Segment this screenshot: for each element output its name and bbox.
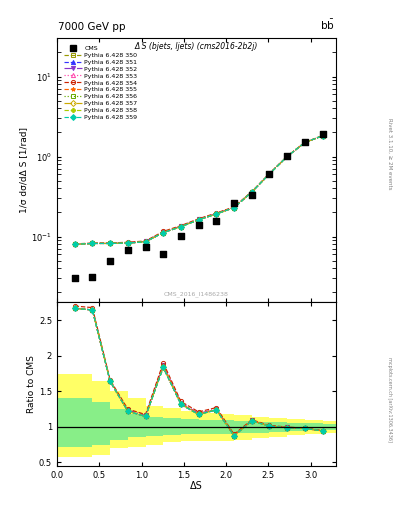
Point: [231, 199, 237, 207]
Point: [284, 152, 290, 160]
Point: [89, 273, 95, 281]
Text: 7000 GeV pp: 7000 GeV pp: [58, 22, 126, 32]
Point: [249, 191, 255, 199]
Point: [125, 246, 131, 254]
Point: [213, 217, 220, 225]
Y-axis label: 1/σ dσ/dΔ S [1/rad]: 1/σ dσ/dΔ S [1/rad]: [20, 127, 29, 214]
Point: [142, 243, 149, 251]
Y-axis label: Ratio to CMS: Ratio to CMS: [27, 355, 36, 413]
Point: [266, 170, 273, 178]
Point: [107, 257, 113, 265]
Point: [302, 138, 308, 146]
Text: Δ S (bjets, ljets) (cms2016-2b2j): Δ S (bjets, ljets) (cms2016-2b2j): [135, 42, 258, 51]
Text: Rivet 3.1.10, ≥ 2M events: Rivet 3.1.10, ≥ 2M events: [387, 118, 392, 189]
Point: [160, 250, 166, 258]
Text: b$\bar{\rm b}$: b$\bar{\rm b}$: [320, 17, 335, 32]
Point: [72, 274, 78, 283]
Text: CMS_2016_I1486238: CMS_2016_I1486238: [164, 291, 229, 297]
X-axis label: ΔS: ΔS: [190, 481, 203, 491]
Point: [320, 130, 326, 138]
Point: [178, 232, 184, 240]
Text: mcplots.cern.ch [arXiv:1306.3436]: mcplots.cern.ch [arXiv:1306.3436]: [387, 357, 392, 442]
Point: [195, 221, 202, 229]
Legend: CMS, Pythia 6.428 350, Pythia 6.428 351, Pythia 6.428 352, Pythia 6.428 353, Pyt: CMS, Pythia 6.428 350, Pythia 6.428 351,…: [63, 44, 138, 121]
